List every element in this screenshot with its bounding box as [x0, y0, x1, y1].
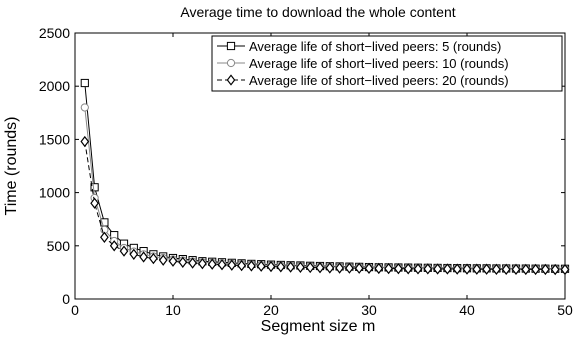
series-3-point	[266, 260, 276, 273]
series-3-point	[531, 263, 540, 276]
series-3-point	[345, 262, 354, 274]
series-3-point	[433, 263, 442, 275]
series-3-point	[100, 231, 109, 243]
series-3	[80, 135, 570, 276]
legend-label-3: Average life of short−lived peers: 20 (r…	[249, 73, 509, 88]
series-3-point	[315, 262, 325, 274]
chart-title: Average time to download the whole conte…	[180, 4, 455, 20]
y-tick-label: 2500	[39, 25, 70, 41]
series-3-point	[511, 263, 521, 275]
series-3-point	[227, 259, 237, 271]
series-3-point	[384, 262, 393, 275]
x-tick-label: 30	[361, 302, 377, 318]
series-3-point	[276, 261, 286, 273]
series-3-point	[305, 261, 315, 274]
series-3-point	[325, 262, 335, 274]
series-3-point	[374, 262, 384, 275]
x-tick-label: 20	[263, 302, 279, 318]
series-3-point	[129, 248, 139, 260]
series-3-point	[521, 263, 531, 276]
x-tick-label: 10	[165, 302, 181, 318]
series-3-point	[217, 259, 227, 271]
legend-marker-1	[226, 41, 236, 51]
x-axis-label: Segment size m	[261, 318, 376, 335]
series-3-point	[109, 240, 119, 252]
series-3-point	[198, 258, 207, 270]
x-tick-label: 0	[71, 302, 79, 318]
series-2-point	[80, 103, 89, 112]
series-3-point	[149, 252, 158, 265]
series-3-point	[452, 263, 462, 275]
series-3-point	[139, 251, 148, 263]
series-1-point	[90, 183, 99, 192]
series-3-point	[541, 263, 550, 276]
series-3-point	[80, 135, 90, 148]
series-3-point	[335, 262, 344, 274]
series-3-point	[90, 197, 99, 209]
series-3-point	[413, 263, 423, 275]
legend-label-2: Average life of short−lived peers: 10 (r…	[249, 56, 509, 71]
series-3-point	[472, 263, 482, 275]
series-3-point	[394, 263, 403, 275]
series-3-point	[492, 263, 501, 275]
series-3-point	[501, 263, 511, 275]
series-3-point	[443, 263, 452, 275]
x-tick-label: 50	[557, 302, 573, 318]
series-3-point	[119, 245, 129, 257]
series-3-point	[364, 262, 374, 275]
series-3-point	[286, 261, 295, 273]
y-tick-label: 2000	[39, 78, 70, 94]
y-axis-label: Time (rounds)	[3, 117, 20, 216]
series-3-point	[168, 255, 178, 267]
series-layer	[80, 78, 570, 276]
series-3-point	[178, 256, 188, 268]
y-tick-label: 500	[47, 238, 71, 254]
series-3-point	[560, 263, 570, 276]
series-3-point	[403, 263, 413, 275]
series-3-point	[247, 260, 256, 272]
series-3-point	[354, 262, 364, 274]
series-3-point	[550, 263, 560, 276]
x-tick-label: 40	[459, 302, 475, 318]
series-3-point	[256, 260, 266, 272]
legend: Average life of short−lived peers: 5 (ro…	[211, 35, 563, 92]
series-3-point	[207, 258, 217, 270]
legend-marker-3	[226, 74, 236, 86]
series-3-point	[423, 263, 433, 275]
series-3-point	[462, 263, 472, 275]
legend-label-1: Average life of short−lived peers: 5 (ro…	[249, 39, 501, 54]
legend-box	[211, 35, 563, 92]
series-3-point	[482, 263, 491, 275]
series-3-point	[158, 254, 168, 266]
series-3-point	[188, 257, 197, 269]
y-tick-label: 1500	[39, 131, 70, 147]
y-tick-label: 0	[62, 291, 70, 307]
series-3-point	[296, 261, 305, 273]
legend-marker-2	[226, 58, 236, 68]
series-1-point	[80, 78, 89, 88]
series-3-point	[237, 259, 246, 272]
y-tick-label: 1000	[39, 185, 70, 201]
